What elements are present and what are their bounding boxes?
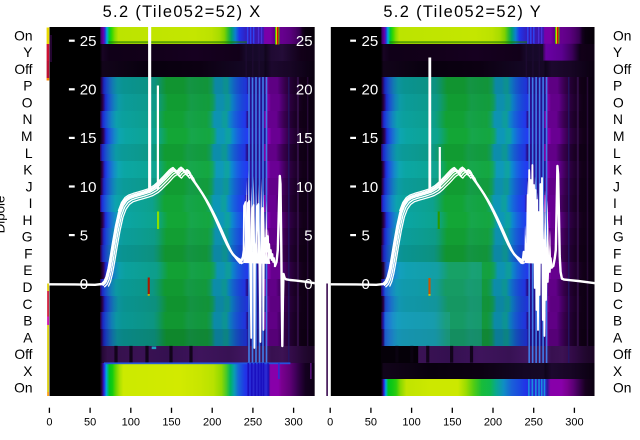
svg-text:N: N (613, 112, 623, 127)
svg-text:150: 150 (162, 417, 180, 429)
svg-text:D: D (613, 280, 623, 295)
svg-text:On: On (14, 28, 32, 43)
svg-text:0: 0 (304, 276, 312, 293)
svg-text:N: N (23, 112, 33, 127)
svg-text:0: 0 (80, 276, 88, 293)
svg-text:25: 25 (80, 33, 97, 50)
svg-text:5: 5 (362, 227, 370, 244)
svg-text:5: 5 (304, 227, 312, 244)
svg-text:E: E (613, 263, 622, 278)
svg-text:C: C (23, 297, 33, 312)
svg-text:20: 20 (80, 82, 97, 99)
svg-text:200: 200 (203, 417, 221, 429)
svg-text:100: 100 (122, 417, 140, 429)
svg-text:50: 50 (84, 417, 96, 429)
svg-text:O: O (22, 95, 33, 110)
svg-text:O: O (613, 95, 624, 110)
svg-text:J: J (26, 179, 33, 194)
svg-text:Y: Y (23, 45, 32, 60)
svg-text:300: 300 (284, 417, 302, 429)
svg-text:K: K (613, 163, 623, 178)
svg-text:5.2 (Tile052=52) Y: 5.2 (Tile052=52) Y (383, 3, 542, 21)
svg-text:15: 15 (362, 130, 379, 147)
svg-text:E: E (23, 263, 32, 278)
svg-text:P: P (23, 79, 32, 94)
svg-text:5: 5 (80, 227, 88, 244)
svg-text:10: 10 (80, 179, 97, 196)
svg-text:F: F (613, 247, 621, 262)
svg-text:P: P (613, 79, 622, 94)
svg-text:Y: Y (613, 45, 622, 60)
svg-text:0: 0 (327, 417, 333, 429)
svg-text:Off: Off (14, 347, 32, 362)
svg-text:300: 300 (565, 417, 583, 429)
svg-text:0: 0 (362, 276, 370, 293)
svg-text:H: H (23, 213, 33, 228)
svg-text:5.2 (Tile052=52) X: 5.2 (Tile052=52) X (103, 3, 262, 21)
svg-text:F: F (24, 247, 32, 262)
svg-text:50: 50 (365, 417, 377, 429)
svg-text:100: 100 (402, 417, 420, 429)
svg-text:Off: Off (613, 347, 631, 362)
svg-text:A: A (613, 330, 623, 345)
svg-text:250: 250 (525, 417, 543, 429)
svg-text:A: A (23, 330, 33, 345)
svg-text:I: I (613, 196, 617, 211)
svg-text:C: C (613, 297, 623, 312)
svg-text:Dipole: Dipole (0, 196, 8, 234)
svg-text:I: I (29, 196, 33, 211)
svg-text:Off: Off (14, 62, 32, 77)
svg-text:B: B (23, 314, 32, 329)
svg-text:250: 250 (244, 417, 262, 429)
svg-text:15: 15 (296, 130, 313, 147)
svg-text:X: X (23, 364, 32, 379)
svg-text:On: On (613, 381, 631, 396)
svg-text:L: L (25, 146, 33, 161)
svg-text:10: 10 (362, 179, 379, 196)
svg-text:20: 20 (362, 82, 379, 99)
svg-text:Off: Off (613, 62, 631, 77)
svg-text:G: G (613, 230, 624, 245)
svg-text:200: 200 (484, 417, 502, 429)
svg-text:15: 15 (80, 130, 97, 147)
svg-text:20: 20 (296, 82, 313, 99)
svg-text:H: H (613, 213, 623, 228)
svg-text:M: M (613, 129, 625, 144)
svg-text:0: 0 (46, 417, 52, 429)
svg-text:On: On (14, 381, 32, 396)
svg-text:D: D (23, 280, 33, 295)
svg-text:25: 25 (362, 33, 379, 50)
svg-text:L: L (613, 146, 621, 161)
svg-text:On: On (613, 28, 631, 43)
svg-text:M: M (21, 129, 33, 144)
svg-text:25: 25 (296, 33, 313, 50)
svg-text:J: J (613, 179, 620, 194)
svg-text:10: 10 (296, 179, 313, 196)
svg-text:B: B (613, 314, 622, 329)
svg-text:X: X (613, 364, 622, 379)
svg-text:G: G (22, 230, 33, 245)
svg-text:150: 150 (443, 417, 461, 429)
svg-text:K: K (23, 163, 33, 178)
